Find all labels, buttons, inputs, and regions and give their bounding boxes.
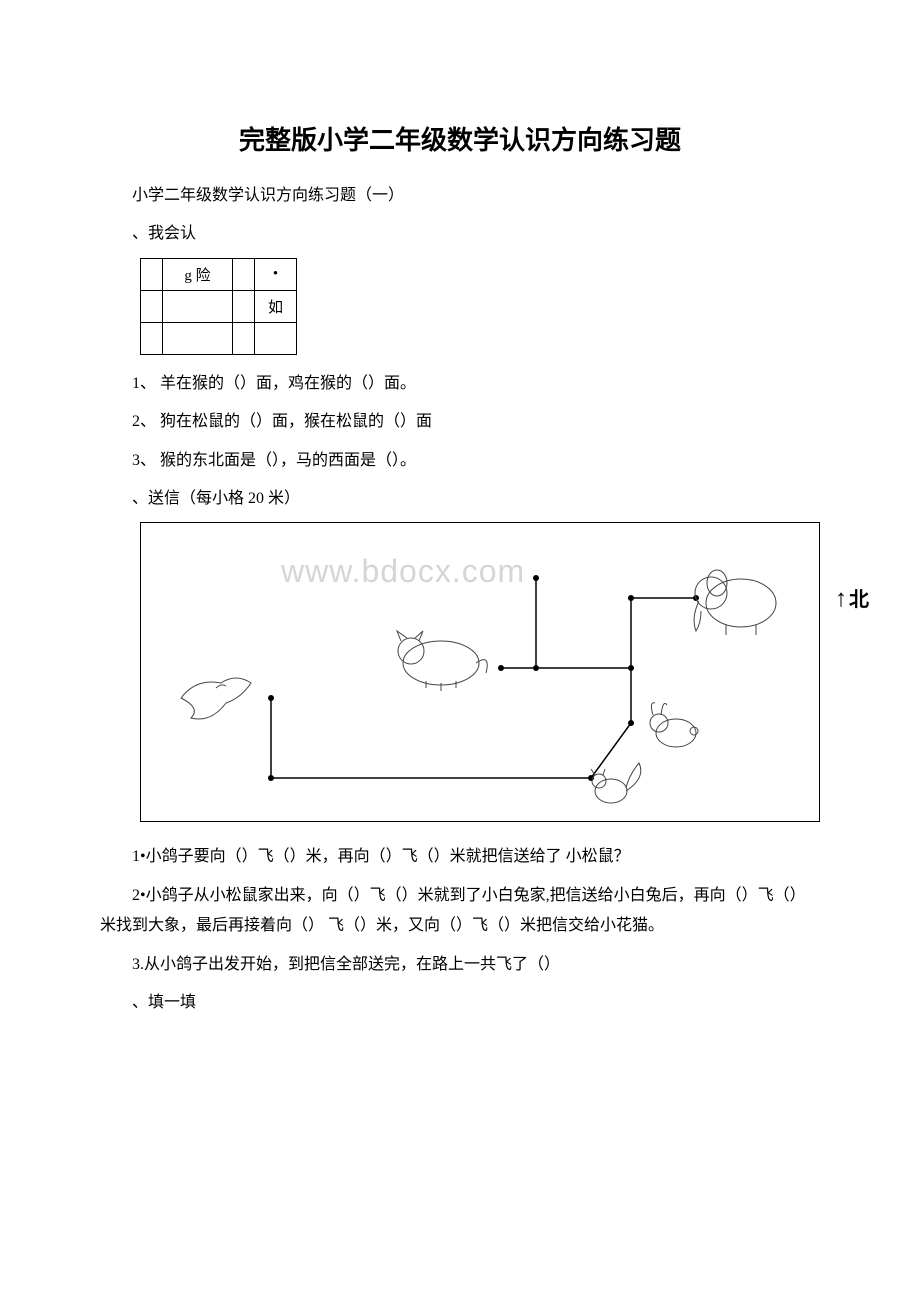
question-3: 3、 猴的东北面是（），马的西面是（）。	[100, 446, 820, 476]
grid-cell	[233, 290, 255, 322]
page-title: 完整版小学二年级数学认识方向练习题	[100, 120, 820, 157]
section3-label: 、填一填	[100, 988, 820, 1018]
grid-cell: •	[255, 258, 297, 290]
north-indicator: 北	[835, 583, 869, 613]
subtitle: 小学二年级数学认识方向练习题（一）	[100, 181, 820, 211]
question-2: 2、 狗在松鼠的（）面，猴在松鼠的（）面	[100, 407, 820, 437]
grid-cell	[233, 258, 255, 290]
direction-grid: g 险 • 如	[140, 258, 297, 355]
grid-cell	[141, 258, 163, 290]
grid-cell	[141, 322, 163, 354]
grid-cell: 如	[255, 290, 297, 322]
grid-cell	[163, 322, 233, 354]
grid-cell	[141, 290, 163, 322]
elephant-icon	[694, 570, 776, 635]
cat-icon	[397, 631, 487, 691]
para-1: 1•小鸽子要向（）飞（）米，再向（）飞（）米就把信送给了 小松鼠？	[100, 842, 820, 872]
para-2: 2•小鸽子从小松鼠家出来，向（）飞（）米就到了小白兔家,把信送给小白兔后，再向（…	[100, 881, 820, 942]
grid-cell	[233, 322, 255, 354]
question-1: 1、 羊在猴的（）面，鸡在猴的（）面。	[100, 369, 820, 399]
grid-cell: g 险	[163, 258, 233, 290]
para-3: 3.从小鸽子出发开始，到把信全部送完，在路上一共飞了（）	[100, 950, 820, 980]
delivery-figure: www.bdocx.com 北	[140, 522, 820, 822]
grid-cell	[163, 290, 233, 322]
section2-label: 、送信（每小格 20 米）	[100, 484, 820, 514]
pigeon-icon	[181, 678, 251, 719]
rabbit-icon	[650, 703, 698, 747]
section1-label: 、我会认	[100, 219, 820, 249]
grid-cell	[255, 322, 297, 354]
